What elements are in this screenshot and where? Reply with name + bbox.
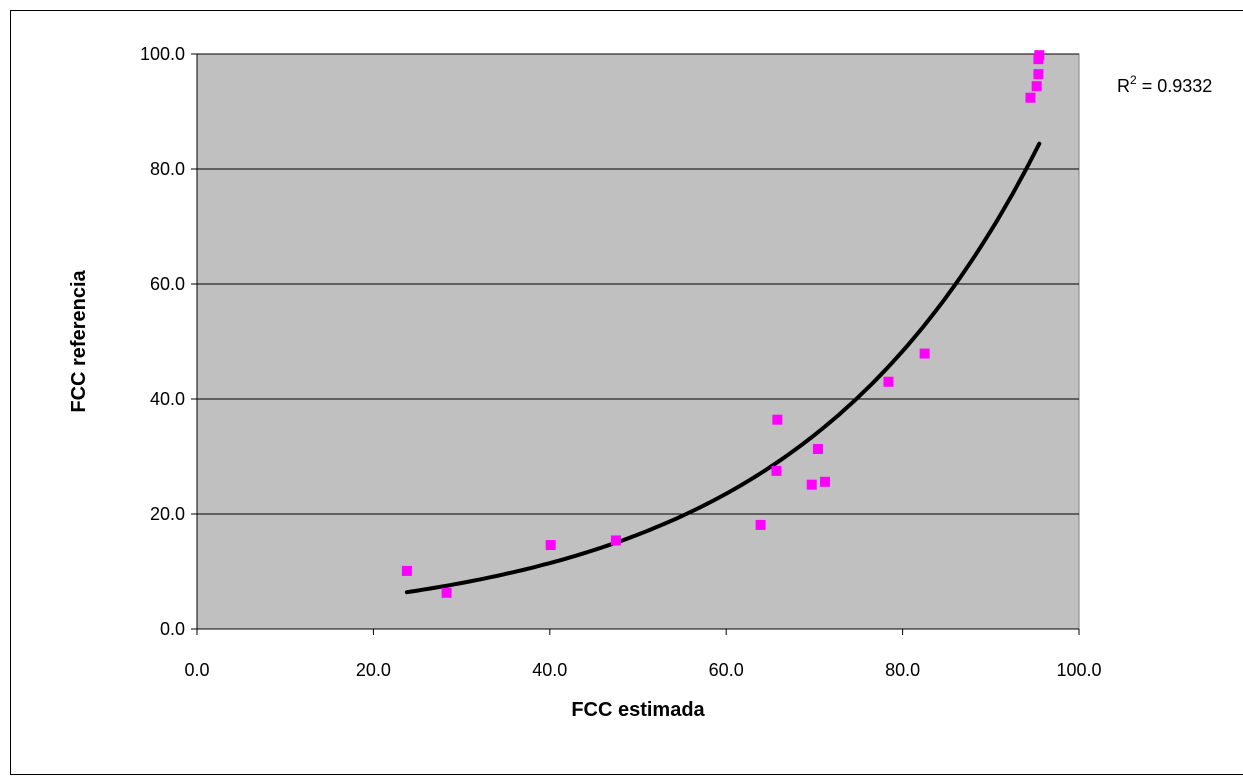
data-point	[1034, 50, 1045, 61]
axes	[196, 54, 1079, 630]
y-tick-label: 60.0	[150, 274, 185, 294]
data-point	[883, 376, 894, 387]
r2-prefix: R	[1117, 76, 1130, 96]
data-point	[1025, 92, 1036, 103]
r2-superscript: 2	[1130, 73, 1137, 87]
y-tick-label: 80.0	[150, 159, 185, 179]
x-tick-label: 40.0	[532, 660, 567, 680]
y-axis-ticks: 0.0 20.0 40.0 60.0 80.0 100.0	[140, 44, 197, 639]
data-point	[755, 519, 766, 530]
data-point	[806, 479, 817, 490]
plot-area	[196, 53, 1080, 630]
x-axis-title: FCC estimada	[571, 699, 705, 721]
data-point	[1033, 69, 1044, 80]
r-squared-label: R2 = 0.9332	[1117, 73, 1212, 96]
x-tick-label: 100.0	[1056, 660, 1101, 680]
data-point	[812, 444, 823, 455]
r2-value: = 0.9332	[1137, 76, 1213, 96]
y-tick-label: 40.0	[150, 389, 185, 409]
data-point	[771, 465, 782, 476]
data-point	[610, 535, 621, 546]
y-axis-title: FCC referencia	[68, 269, 90, 412]
x-tick-label: 80.0	[885, 660, 920, 680]
x-tick-label: 20.0	[356, 660, 391, 680]
y-tick-label: 0.0	[160, 619, 185, 639]
trendline	[404, 141, 1042, 595]
gridlines	[197, 53, 1079, 515]
data-point	[1031, 81, 1042, 92]
x-axis-ticks: 0.0 20.0 40.0 60.0 80.0 100.0	[184, 629, 1102, 680]
x-tick-label: 60.0	[709, 660, 744, 680]
x-tick-label: 0.0	[184, 660, 209, 680]
data-point	[772, 414, 783, 425]
data-point	[919, 348, 930, 359]
data-point	[401, 565, 412, 576]
y-tick-label: 20.0	[150, 504, 185, 524]
data-points	[401, 50, 1045, 598]
data-point	[819, 476, 830, 487]
data-point	[545, 540, 556, 551]
y-tick-label: 100.0	[140, 44, 185, 64]
data-point	[441, 587, 452, 598]
